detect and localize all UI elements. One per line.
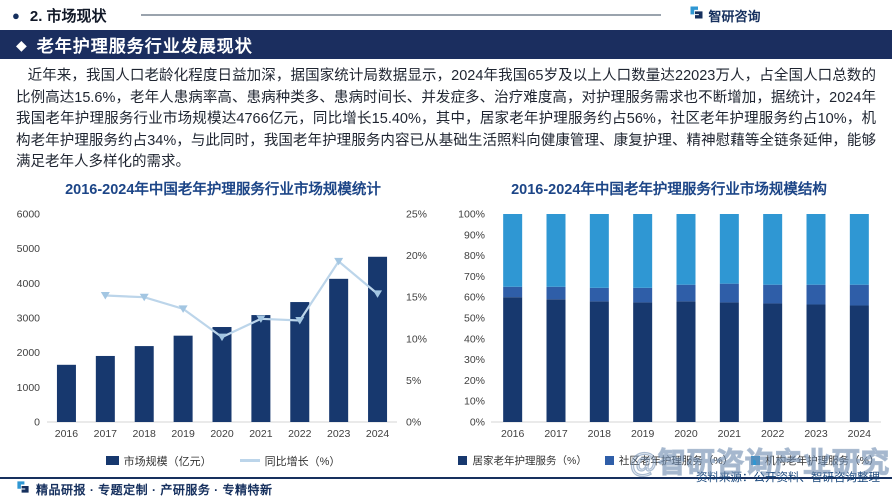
- svg-text:100%: 100%: [458, 208, 485, 220]
- legend-label: 居家老年护理服务（%）: [472, 455, 587, 467]
- svg-text:2024: 2024: [848, 428, 872, 440]
- svg-text:2023: 2023: [804, 428, 828, 440]
- market-size-chart-card: 2016-2024年中国老年护理服务行业市场规模统计 0 1000 2000 3000…: [0, 177, 446, 469]
- svg-text:80%: 80%: [464, 250, 485, 262]
- svg-text:30%: 30%: [464, 354, 485, 366]
- zhiyan-logo-icon: [16, 480, 30, 499]
- brand-name: 智研咨询: [708, 8, 761, 24]
- community-care-swatch: [604, 456, 614, 465]
- charts-row: 2016-2024年中国老年护理服务行业市场规模统计 0 1000 2000 3000…: [0, 177, 892, 469]
- market-size-legend: 市场规模（亿元） 同比增长（%）: [0, 453, 446, 469]
- svg-text:2016: 2016: [55, 428, 79, 440]
- svg-text:0: 0: [34, 416, 40, 428]
- legend-item-institution-care: 机构老年护理服务（%）: [751, 453, 880, 468]
- svg-text:2021: 2021: [718, 428, 742, 440]
- svg-text:2024: 2024: [366, 428, 390, 440]
- svg-text:2000: 2000: [17, 347, 41, 359]
- section-bullet-icon: ●: [12, 7, 20, 23]
- legend-label: 机构老年护理服务（%）: [765, 455, 880, 467]
- svg-text:50%: 50%: [464, 312, 485, 324]
- svg-text:2018: 2018: [133, 428, 157, 440]
- body-paragraph: 近年来，我国人口老龄化程度日益加深，据国家统计局数据显示，2024年我国65岁及…: [16, 68, 876, 170]
- svg-text:2016: 2016: [501, 428, 525, 440]
- header-divider: [140, 14, 661, 16]
- svg-text:5000: 5000: [17, 243, 41, 255]
- market-structure-legend: 居家老年护理服务（%） 社区老年护理服务（%） 机构老年护理服务（%）: [446, 453, 892, 469]
- section-title: 2. 市场现状: [29, 7, 107, 25]
- market-size-chart: 0 1000 2000 3000 4000 5000 6000 0% 5% 10% 15% 20% 25…: [17, 208, 427, 440]
- page-title: 老年护理服务行业发展现状: [36, 37, 253, 56]
- legend-label: 市场规模（亿元）: [123, 455, 212, 468]
- institution-care-swatch: [751, 456, 761, 465]
- svg-text:2018: 2018: [588, 428, 612, 440]
- svg-text:0%: 0%: [406, 416, 421, 428]
- svg-text:90%: 90%: [464, 229, 485, 241]
- svg-text:2022: 2022: [288, 428, 312, 440]
- svg-text:4000: 4000: [17, 277, 41, 289]
- svg-text:0%: 0%: [470, 416, 485, 428]
- svg-text:5%: 5%: [406, 374, 421, 386]
- title-bar: ◆ 老年护理服务行业发展现状: [0, 30, 892, 59]
- legend-item-community-care: 社区老年护理服务（%）: [604, 453, 734, 468]
- svg-text:25%: 25%: [406, 208, 427, 220]
- footer-tagline: 精品研报 · 专题定制 · 产研服务 · 专精特新: [36, 483, 273, 497]
- market-size-chart-title: 2016-2024年中国老年护理服务行业市场规模统计: [65, 181, 381, 198]
- svg-text:1000: 1000: [17, 381, 41, 393]
- brand-logo: 智研咨询: [689, 5, 761, 25]
- svg-text:3000: 3000: [17, 312, 41, 324]
- market-structure-chart: 0% 10% 20% 30% 40% 50% 60% 70% 80% 90% 100% 2016 201…: [458, 208, 881, 440]
- svg-text:10%: 10%: [464, 395, 485, 407]
- header-bar: ● 2. 市场现状 智研咨询: [0, 0, 892, 30]
- home-care-swatch: [458, 456, 468, 465]
- svg-text:60%: 60%: [464, 291, 485, 303]
- legend-item-growth: 同比增长（%）: [239, 453, 341, 469]
- market-structure-chart-title: 2016-2024年中国老年护理服务行业市场规模结构: [511, 181, 827, 198]
- legend-item-home-care: 居家老年护理服务（%）: [458, 453, 587, 468]
- footer-bar: 精品研报 · 专题定制 · 产研服务 · 专精特新: [0, 477, 892, 500]
- source-note: 资料来源：公开资料、智研咨询整理: [696, 472, 880, 484]
- svg-text:6000: 6000: [17, 208, 41, 220]
- svg-text:2017: 2017: [544, 428, 568, 440]
- svg-text:2019: 2019: [171, 428, 195, 440]
- zhiyan-logo-icon: [689, 5, 704, 25]
- svg-text:2023: 2023: [327, 428, 351, 440]
- svg-text:40%: 40%: [464, 333, 485, 345]
- bar-swatch: [105, 456, 119, 465]
- svg-text:2017: 2017: [94, 428, 118, 440]
- line-swatch: [239, 459, 260, 462]
- diamond-icon: ◆: [16, 36, 27, 53]
- legend-item-market-size: 市场规模（亿元）: [105, 453, 212, 469]
- svg-text:70%: 70%: [464, 270, 485, 282]
- legend-label: 社区老年护理服务（%）: [618, 455, 734, 467]
- svg-text:2020: 2020: [210, 428, 234, 440]
- svg-text:2022: 2022: [761, 428, 785, 440]
- svg-text:2019: 2019: [631, 428, 655, 440]
- svg-text:20%: 20%: [464, 374, 485, 386]
- legend-label: 同比增长（%）: [264, 455, 341, 468]
- svg-text:2020: 2020: [674, 428, 698, 440]
- svg-text:2021: 2021: [249, 428, 273, 440]
- svg-text:15%: 15%: [406, 291, 427, 303]
- svg-text:10%: 10%: [406, 333, 427, 345]
- market-structure-chart-card: 2016-2024年中国老年护理服务行业市场规模结构 0% 10% 20% 30% 40…: [446, 177, 892, 469]
- svg-text:20%: 20%: [406, 250, 427, 262]
